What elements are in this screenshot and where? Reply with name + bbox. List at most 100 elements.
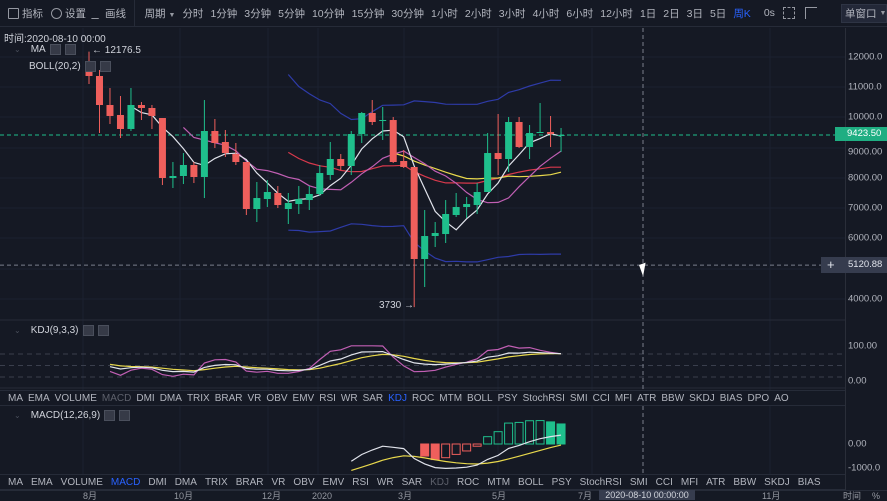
indicator-tab-roc[interactable]: ROC <box>412 392 435 404</box>
indicator-tab-volume[interactable]: VOLUME <box>60 476 103 488</box>
indicator-tab-rsi[interactable]: RSI <box>319 392 336 404</box>
indicator-tab-emv[interactable]: EMV <box>322 476 345 488</box>
indicator-tab-ao[interactable]: AO <box>774 392 789 404</box>
chevron-icon[interactable]: ⌄ <box>14 326 21 335</box>
period-17[interactable]: 周K <box>733 7 751 20</box>
chevron-icon[interactable]: ⌄ <box>14 411 21 420</box>
candle-body <box>116 114 124 129</box>
indicator-tab-boll[interactable]: BOLL <box>518 476 544 488</box>
indicator-tab-skdj[interactable]: SKDJ <box>764 476 790 488</box>
period-3[interactable]: 5分钟 <box>278 7 305 20</box>
indicator-tab-rsi[interactable]: RSI <box>352 476 369 488</box>
indicator-tab-obv[interactable]: OBV <box>266 392 288 404</box>
period-9[interactable]: 3小时 <box>498 7 526 20</box>
period-13[interactable]: 1日 <box>639 7 657 20</box>
indicator-tab-atr[interactable]: ATR <box>706 476 726 488</box>
indicator-tab-smi[interactable]: SMI <box>629 476 648 488</box>
indicator-tab-brar[interactable]: BRAR <box>214 392 243 404</box>
indicator-tab-mfi[interactable]: MFI <box>680 476 699 488</box>
indicator-tab-roc[interactable]: ROC <box>457 476 480 488</box>
close-icon[interactable] <box>64 44 76 55</box>
close-icon[interactable] <box>97 325 109 336</box>
period-5[interactable]: 15分钟 <box>351 7 385 20</box>
indicator-tab-atr[interactable]: ATR <box>637 392 657 404</box>
period-10[interactable]: 4小时 <box>532 7 560 20</box>
indicators-button[interactable]: 指标 <box>8 6 43 21</box>
indicator-tab-skdj[interactable]: SKDJ <box>689 392 715 404</box>
indicator-tab-stochrsi[interactable]: StochRSI <box>579 476 622 488</box>
period-11[interactable]: 6小时 <box>566 7 594 20</box>
indicator-tab-sar[interactable]: SAR <box>401 476 423 488</box>
indicator-tab-emv[interactable]: EMV <box>292 392 315 404</box>
indicator-tab-trix[interactable]: TRIX <box>186 392 210 404</box>
indicator-tab-ema[interactable]: EMA <box>31 476 53 488</box>
indicator-tab-dpo[interactable]: DPO <box>747 392 770 404</box>
macd-histogram-bar <box>472 443 482 447</box>
indicator-tab-macd[interactable]: MACD <box>101 392 132 404</box>
indicator-tab-dma[interactable]: DMA <box>174 476 197 488</box>
period-15[interactable]: 3日 <box>686 7 703 20</box>
candle-body <box>515 122 523 147</box>
candle-body <box>431 232 439 237</box>
indicator-tab-smi[interactable]: SMI <box>569 392 588 404</box>
period-6[interactable]: 30分钟 <box>391 7 425 20</box>
indicator-tab-ma[interactable]: MA <box>8 476 23 488</box>
period-12[interactable]: 12小时 <box>600 7 633 20</box>
indicator-tab-psy[interactable]: PSY <box>551 476 572 488</box>
indicator-tab-obv[interactable]: OBV <box>293 476 315 488</box>
settings-icon[interactable] <box>49 44 61 55</box>
indicator-tab-macd[interactable]: MACD <box>110 476 141 488</box>
indicator-tab-bbw[interactable]: BBW <box>661 392 685 404</box>
indicator-tab-bias[interactable]: BIAS <box>797 476 821 488</box>
plus-icon[interactable]: + <box>827 257 835 272</box>
high-marker: ← 12176.5 <box>92 45 141 56</box>
settings-icon[interactable] <box>104 410 116 421</box>
indicator-tab-wr[interactable]: WR <box>376 476 394 488</box>
indicator-tab-volume[interactable]: VOLUME <box>54 392 97 404</box>
close-icon[interactable] <box>99 61 111 72</box>
indicator-tab-brar[interactable]: BRAR <box>235 476 264 488</box>
draw-button[interactable]: 画线 <box>90 6 126 21</box>
indicator-tab-bbw[interactable]: BBW <box>733 476 757 488</box>
indicator-tab-kdj[interactable]: KDJ <box>430 476 450 488</box>
settings-button[interactable]: 设置 <box>51 6 86 21</box>
period-7[interactable]: 1小时 <box>431 7 458 20</box>
indicator-tab-dmi[interactable]: DMI <box>148 476 167 488</box>
indicator-tab-dma[interactable]: DMA <box>159 392 182 404</box>
indicator-tab-kdj[interactable]: KDJ <box>388 392 408 404</box>
indicator-tab-ema[interactable]: EMA <box>28 392 50 404</box>
indicator-tab-cci[interactable]: CCI <box>655 476 673 488</box>
chevron-icon[interactable]: ⌄ <box>14 45 21 54</box>
indicator-tab-stochrsi[interactable]: StochRSI <box>522 392 565 404</box>
close-icon[interactable] <box>119 410 131 421</box>
settings-icon[interactable] <box>82 325 94 336</box>
indicator-tab-vr[interactable]: VR <box>247 392 262 404</box>
period-16[interactable]: 5日 <box>709 7 727 20</box>
indicator-tab-bias[interactable]: BIAS <box>719 392 743 404</box>
indicator-tab-ma[interactable]: MA <box>8 392 23 404</box>
period-4[interactable]: 10分钟 <box>311 7 345 20</box>
window-mode-select[interactable]: 单窗口 ▼ <box>841 4 887 23</box>
period-dropdown[interactable]: 周期 ▼ <box>141 6 179 21</box>
period-14[interactable]: 2日 <box>663 7 680 20</box>
indicator-tab-mfi[interactable]: MFI <box>614 392 633 404</box>
screenshot-icon[interactable] <box>805 7 818 19</box>
time-axis[interactable]: 8月 10月 12月 2020 3月 5月 7月 11月 时间% <box>0 490 887 501</box>
fullscreen-icon[interactable] <box>783 7 796 19</box>
period-2[interactable]: 3分钟 <box>244 7 272 20</box>
indicator-tab-wr[interactable]: WR <box>340 392 358 404</box>
indicator-tab-boll[interactable]: BOLL <box>467 392 493 404</box>
indicator-tab-psy[interactable]: PSY <box>497 392 518 404</box>
indicator-tab-mtm[interactable]: MTM <box>439 392 463 404</box>
period-0[interactable]: 分时 <box>182 7 204 20</box>
period-1[interactable]: 1分钟 <box>210 7 238 20</box>
indicator-tab-cci[interactable]: CCI <box>592 392 610 404</box>
indicator-tab-dmi[interactable]: DMI <box>136 392 155 404</box>
settings-icon[interactable] <box>84 61 96 72</box>
indicator-tab-trix[interactable]: TRIX <box>204 476 228 488</box>
indicator-tab-mtm[interactable]: MTM <box>487 476 511 488</box>
indicator-tab-sar[interactable]: SAR <box>362 392 384 404</box>
indicator-tab-vr[interactable]: VR <box>271 476 286 488</box>
period-8[interactable]: 2小时 <box>464 7 492 20</box>
